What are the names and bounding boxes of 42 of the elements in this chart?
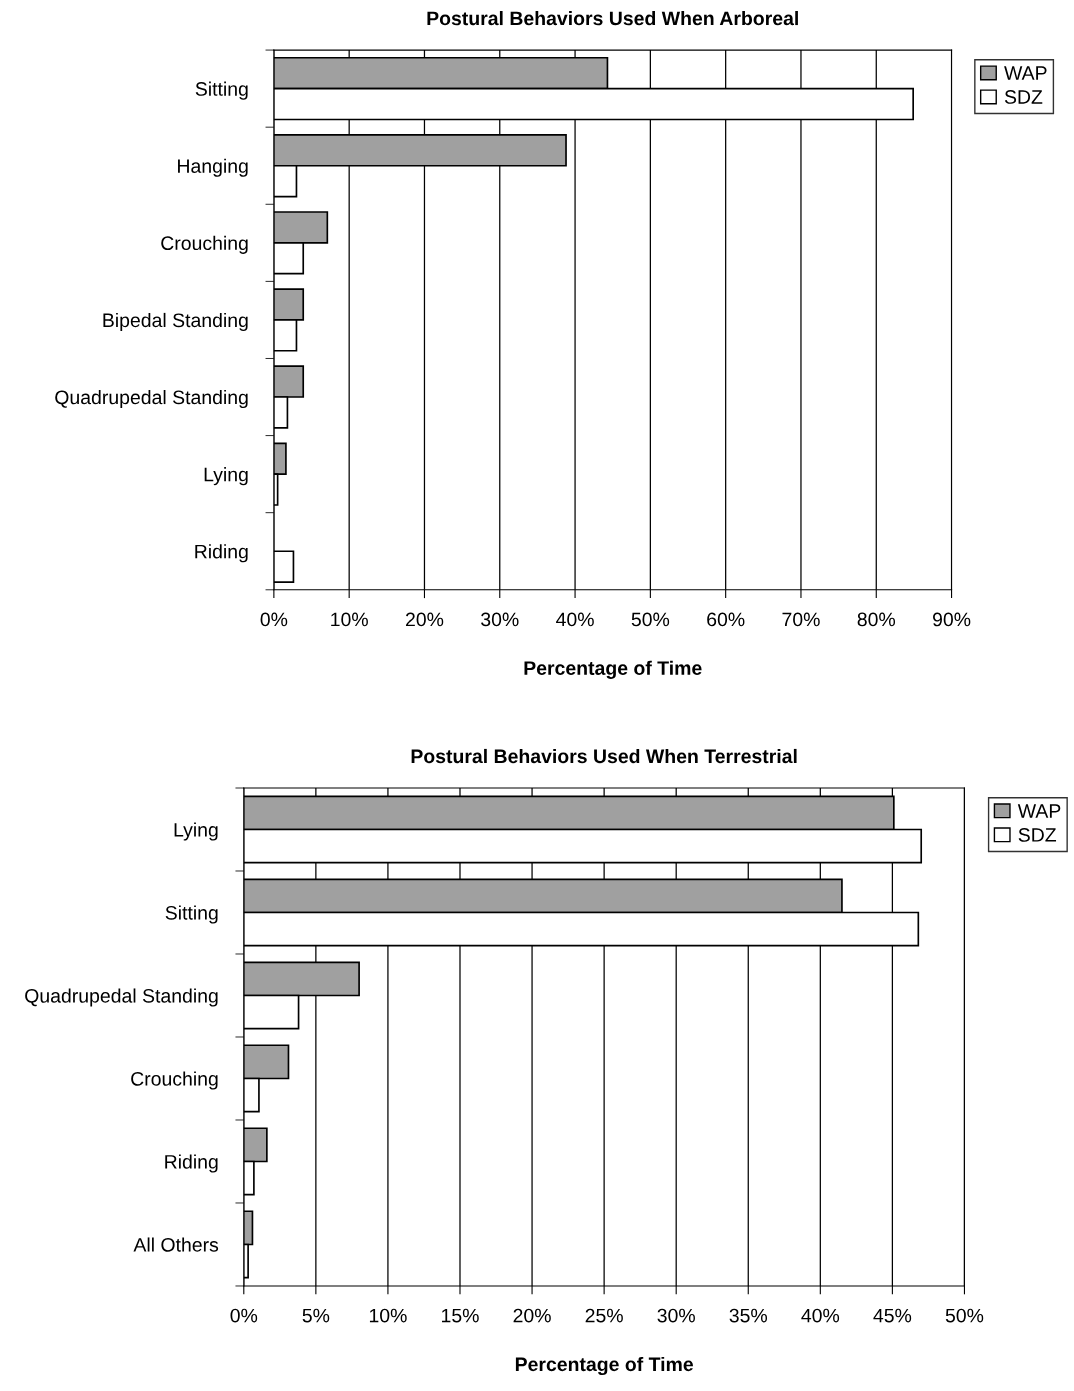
x-tick-label: 20% — [513, 1308, 551, 1323]
y-tick-label: Riding — [165, 1154, 218, 1173]
x-tick-label: 90% — [933, 612, 971, 627]
x-tick-label: 15% — [442, 1308, 479, 1323]
x-tick-label: 30% — [657, 1308, 695, 1323]
chart-title: Postural Behaviors Used When Arboreal — [427, 10, 798, 26]
x-tick-label: 45% — [873, 1308, 912, 1323]
y-tick-label: Quadrupedal Standing — [55, 389, 248, 409]
y-tick-label: Quadrupedal Standing — [25, 988, 218, 1007]
x-tick-label: 10% — [369, 1308, 407, 1323]
legend-label: WAP — [1017, 804, 1061, 818]
y-tick-label: Hanging — [178, 158, 248, 177]
x-tick-label: 0% — [230, 1308, 258, 1323]
x-tick-label: 60% — [707, 612, 745, 627]
chart-title: Postural Behaviors Used When Terrestrial — [411, 748, 797, 764]
y-tick-label: Crouching — [131, 1071, 218, 1090]
x-tick-label: 20% — [405, 612, 444, 627]
y-tick-label: Lying — [174, 822, 218, 841]
x-tick-label: 50% — [945, 1308, 984, 1323]
y-tick-label: Bipedal Standing — [103, 312, 248, 332]
legend-label: WAP — [1004, 66, 1047, 80]
legend-label: SDZ — [1004, 90, 1043, 104]
x-axis-title: Percentage of Time — [515, 1356, 693, 1376]
legend-label: SDZ — [1018, 828, 1057, 842]
x-tick-label: 40% — [556, 612, 594, 627]
y-tick-label: Riding — [195, 544, 248, 563]
x-tick-label: 80% — [857, 612, 896, 627]
y-tick-label: Sitting — [165, 905, 218, 924]
x-tick-label: 10% — [331, 612, 368, 627]
x-tick-label: 30% — [481, 612, 519, 627]
y-tick-label: All Others — [133, 1237, 219, 1252]
x-tick-label: 40% — [801, 1308, 840, 1323]
x-tick-label: 0% — [260, 612, 288, 627]
y-tick-label: Sitting — [195, 81, 248, 100]
x-tick-label: 5% — [302, 1308, 330, 1323]
x-tick-label: 35% — [729, 1308, 768, 1323]
x-axis-title: Percentage of Time — [524, 660, 702, 679]
x-tick-label: 25% — [585, 1308, 623, 1323]
x-tick-label: 50% — [631, 612, 670, 627]
y-tick-label: Lying — [204, 467, 248, 486]
y-tick-label: Crouching — [161, 235, 248, 254]
x-tick-label: 70% — [782, 612, 820, 627]
